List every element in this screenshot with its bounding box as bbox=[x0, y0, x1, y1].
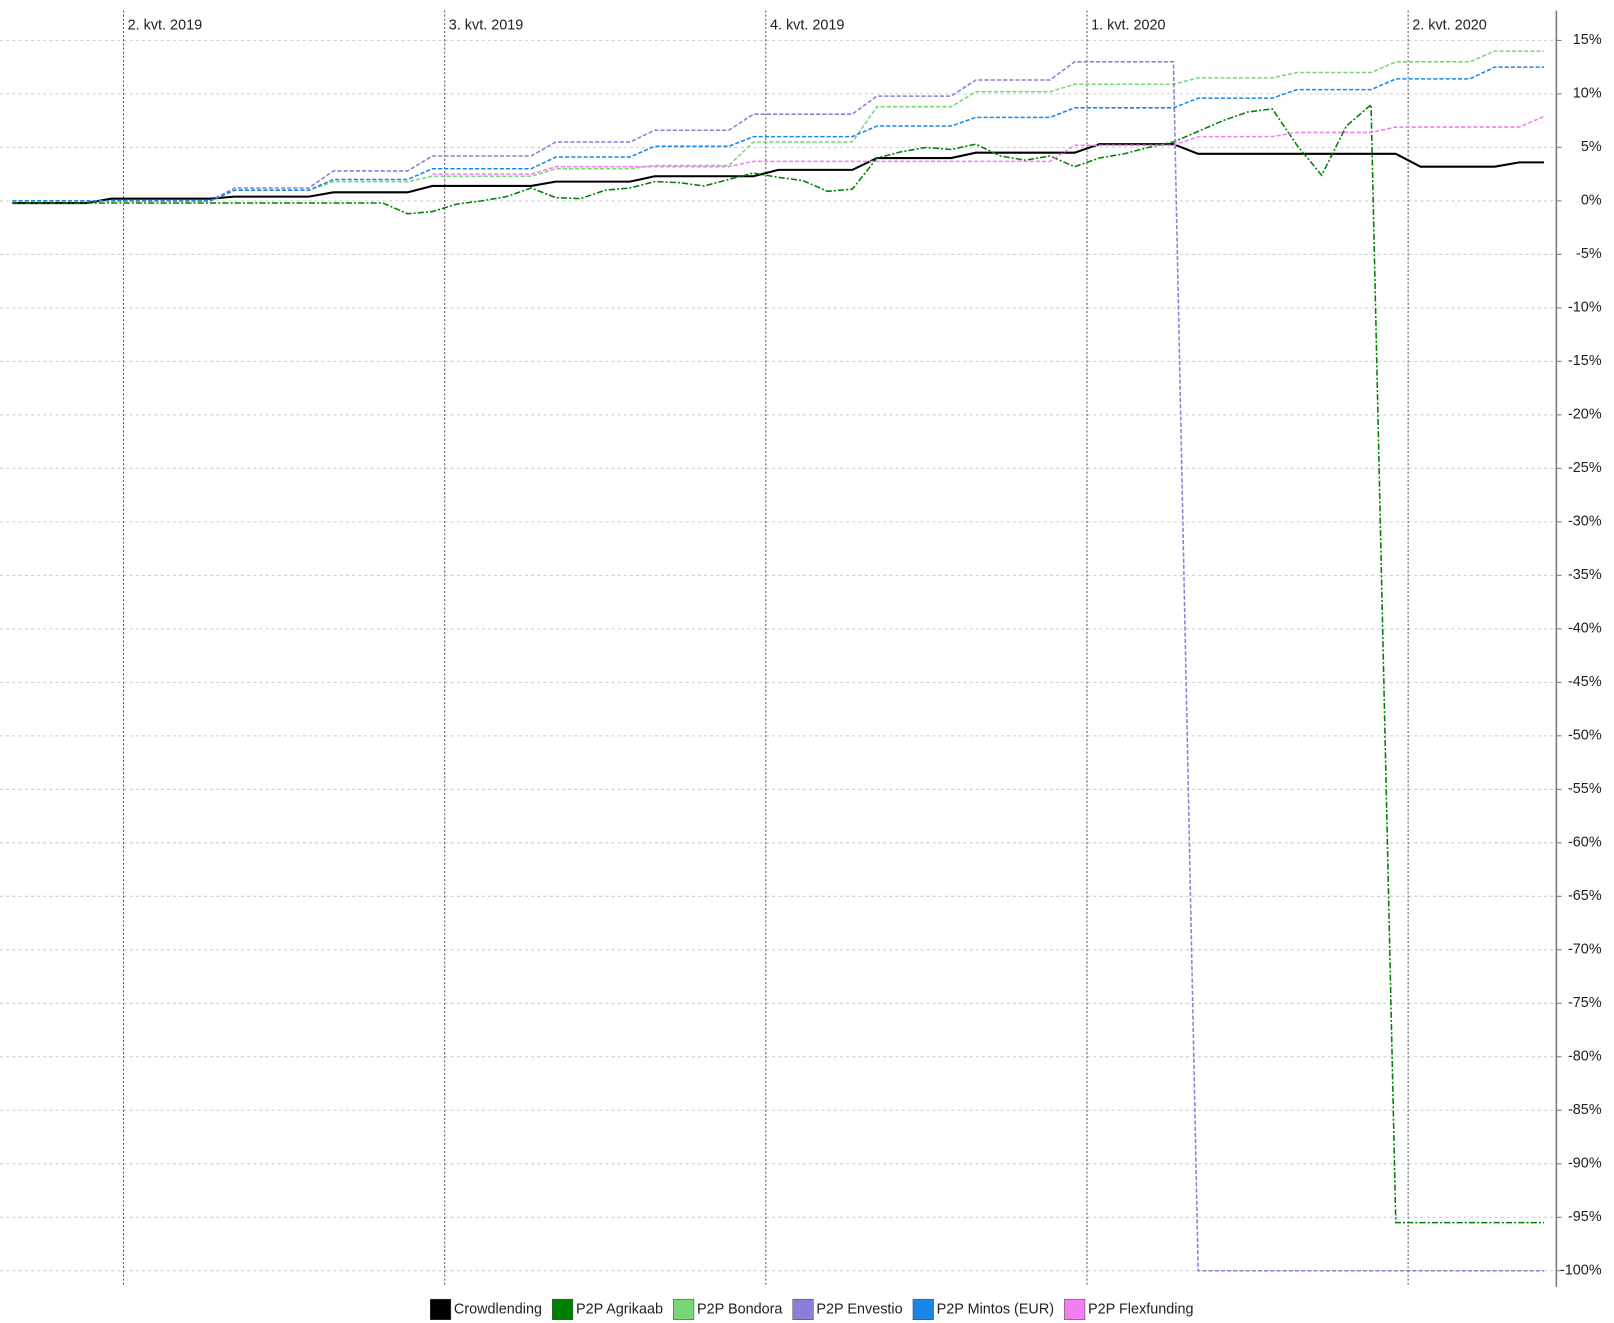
legend-label: P2P Bondora bbox=[697, 1301, 783, 1317]
y-tick-label: 5% bbox=[1581, 139, 1602, 155]
x-tick-label: 2. kvt. 2019 bbox=[128, 18, 202, 34]
y-tick-label: -75% bbox=[1568, 995, 1602, 1011]
y-tick-label: -15% bbox=[1568, 353, 1602, 369]
legend-label: P2P Flexfunding bbox=[1088, 1301, 1193, 1317]
legend-label: P2P Envestio bbox=[816, 1301, 902, 1317]
legend-label: P2P Mintos (EUR) bbox=[937, 1301, 1054, 1317]
legend: Crowdlending P2P Agrikaab P2P Bondora P2P E… bbox=[430, 1298, 1193, 1321]
y-tick-label: -80% bbox=[1568, 1049, 1602, 1065]
grid bbox=[0, 10, 1557, 1287]
series-line bbox=[12, 61, 1545, 1272]
y-tick-label: -30% bbox=[1568, 514, 1602, 530]
y-tick-label: 15% bbox=[1573, 32, 1602, 48]
legend-swatch bbox=[430, 1298, 452, 1321]
y-tick-label: -25% bbox=[1568, 460, 1602, 476]
legend-swatch bbox=[912, 1298, 934, 1321]
y-tick-label: -90% bbox=[1568, 1156, 1602, 1172]
x-tick-label: 4. kvt. 2019 bbox=[770, 18, 844, 34]
series-line bbox=[432, 115, 1545, 175]
y-tick-label: -45% bbox=[1568, 674, 1602, 690]
y-tick-label: -60% bbox=[1568, 835, 1602, 851]
plot bbox=[12, 50, 1545, 1272]
y-tick-label: -35% bbox=[1568, 567, 1602, 583]
series-line bbox=[12, 50, 1545, 202]
legend-swatch bbox=[792, 1298, 814, 1321]
legend-label: Crowdlending bbox=[454, 1301, 542, 1317]
y-tick-label: -100% bbox=[1560, 1263, 1602, 1279]
legend-label: P2P Agrikaab bbox=[576, 1301, 663, 1317]
y-tick-label: -70% bbox=[1568, 942, 1602, 958]
y-tick-label: -65% bbox=[1568, 888, 1602, 904]
y-tick-label: -20% bbox=[1568, 407, 1602, 423]
y-tick-label: -55% bbox=[1568, 781, 1602, 797]
y-tick-label: -85% bbox=[1568, 1102, 1602, 1118]
y-tick-label: -95% bbox=[1568, 1209, 1602, 1225]
y-tick-label: -40% bbox=[1568, 621, 1602, 637]
x-tick-label: 1. kvt. 2020 bbox=[1091, 18, 1165, 34]
axis: 15% 10% 5% 0% -5% -10% -15% -20% -25% -30% -35% -40… bbox=[128, 10, 1602, 1287]
y-tick-label: -10% bbox=[1568, 300, 1602, 316]
legend-swatch bbox=[552, 1298, 574, 1321]
series-line bbox=[12, 143, 1545, 205]
series-line bbox=[12, 66, 1545, 202]
x-tick-label: 2. kvt. 2020 bbox=[1412, 18, 1486, 34]
series-line bbox=[12, 102, 1545, 1224]
y-tick-label: 10% bbox=[1573, 86, 1602, 102]
legend-swatch bbox=[673, 1298, 695, 1321]
x-tick-label: 3. kvt. 2019 bbox=[449, 18, 523, 34]
y-tick-label: -50% bbox=[1568, 728, 1602, 744]
y-tick-label: 0% bbox=[1581, 193, 1602, 209]
y-tick-label: -5% bbox=[1576, 246, 1602, 262]
legend-swatch bbox=[1064, 1298, 1086, 1321]
